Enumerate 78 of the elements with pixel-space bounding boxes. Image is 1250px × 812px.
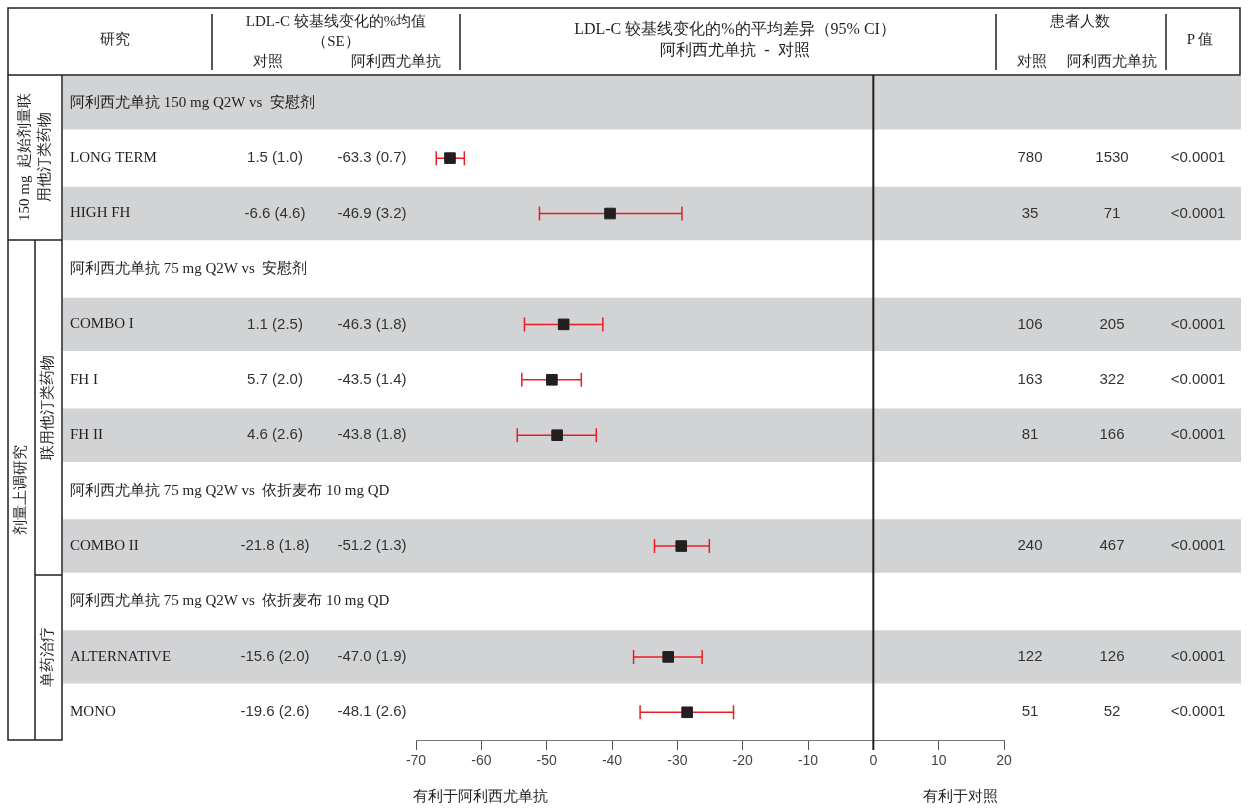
x-tick-label: -70 xyxy=(405,752,427,769)
text: -63.3 (0.7) xyxy=(337,148,407,166)
text: 35 xyxy=(1021,203,1039,221)
text: <0.0001 xyxy=(1170,702,1226,720)
text: 5.7 (2.0) xyxy=(247,369,303,387)
x-tick-label: 0 xyxy=(869,752,878,769)
y-tick-label: ALTERNATIVE xyxy=(70,647,172,664)
x-tick-label: -60 xyxy=(471,752,492,769)
chart-title: LDL-C 较基线变化的%的平均差异（95% CI） xyxy=(574,20,896,38)
text: 有利于阿利西尤单抗 xyxy=(412,787,548,804)
y-tick-label: COMBO II xyxy=(70,536,139,553)
text: <0.0001 xyxy=(1170,536,1226,554)
x-tick-label: -40 xyxy=(601,752,623,769)
text: -47.0 (1.9) xyxy=(337,647,407,665)
text: 单药治疗 xyxy=(38,627,55,687)
text: -43.5 (1.4) xyxy=(337,369,407,387)
text: -46.3 (1.8) xyxy=(337,314,407,332)
text: 322 xyxy=(1099,369,1125,387)
text: -19.6 (2.6) xyxy=(240,702,310,720)
text: 126 xyxy=(1099,647,1125,665)
y-tick-label: 阿利西尤单抗 75 mg Q2W vs 安慰剂 xyxy=(70,259,308,276)
text: 1.1 (2.5) xyxy=(247,314,303,332)
text: -6.6 (4.6) xyxy=(244,203,306,221)
x-tick-label: -50 xyxy=(536,752,557,769)
y-tick-label: 阿利西尤单抗 75 mg Q2W vs 依折麦布 10 mg QD xyxy=(70,481,390,498)
text: 780 xyxy=(1017,148,1043,166)
text: 122 xyxy=(1017,647,1043,665)
y-tick-label: 阿利西尤单抗 75 mg Q2W vs 依折麦布 10 mg QD xyxy=(70,592,390,609)
text: <0.0001 xyxy=(1170,203,1226,221)
chart-subtitle: 阿利西尤单抗 - 对照 xyxy=(660,41,810,59)
y-tick-label: HIGH FH xyxy=(70,204,131,221)
y-tick-label: LONG TERM xyxy=(70,149,157,166)
text: 106 xyxy=(1017,314,1043,332)
text: LDL-C 较基线变化的%均值（SE） xyxy=(245,12,427,49)
x-tick-label: 20 xyxy=(996,752,1012,769)
text: -15.6 (2.0) xyxy=(240,647,310,665)
text: 对照 xyxy=(253,52,283,69)
x-tick-label: 10 xyxy=(930,752,947,769)
text: -51.2 (1.3) xyxy=(337,536,407,554)
text: <0.0001 xyxy=(1170,314,1226,332)
text: <0.0001 xyxy=(1170,148,1226,166)
x-tick-label: -20 xyxy=(732,752,753,769)
text: 1530 xyxy=(1095,148,1129,166)
text: 患者人数 xyxy=(1049,12,1110,29)
y-tick-label: FH I xyxy=(70,370,98,387)
text: 166 xyxy=(1099,425,1125,443)
text: 1.5 (1.0) xyxy=(247,148,303,166)
text: <0.0001 xyxy=(1170,647,1226,665)
text: 对照 xyxy=(1017,52,1047,69)
text: <0.0001 xyxy=(1170,369,1226,387)
text: 205 xyxy=(1099,314,1125,332)
text: 研究 xyxy=(100,30,130,47)
text: -21.8 (1.8) xyxy=(240,536,310,554)
text: 81 xyxy=(1021,425,1039,443)
x-tick-label: -10 xyxy=(797,752,819,769)
text: 有利于对照 xyxy=(922,787,998,804)
y-tick-label: MONO xyxy=(70,703,116,720)
text: 52 xyxy=(1103,702,1121,720)
text: P 值 xyxy=(1186,30,1214,47)
text: <0.0001 xyxy=(1170,425,1226,443)
text: -46.9 (3.2) xyxy=(337,203,407,221)
y-tick-label: FH II xyxy=(70,426,103,443)
text: 467 xyxy=(1099,536,1125,554)
text: 4.6 (2.6) xyxy=(247,425,303,443)
text: 剂量上调研究 xyxy=(11,445,28,535)
text: 150 mg 起始剂量联用他汀类药物 xyxy=(15,93,52,221)
y-tick-label: 阿利西尤单抗 150 mg Q2W vs 安慰剂 xyxy=(70,93,315,110)
text: 联用他汀类药物 xyxy=(38,354,55,460)
text: 阿利西尤单抗 xyxy=(1067,52,1157,69)
y-tick-label: COMBO I xyxy=(70,315,134,332)
text: -43.8 (1.8) xyxy=(337,425,407,443)
text: 阿利西尤单抗 xyxy=(351,52,441,69)
text: -48.1 (2.6) xyxy=(337,702,407,720)
text: 71 xyxy=(1103,203,1121,221)
text: 163 xyxy=(1017,369,1043,387)
text: 51 xyxy=(1021,702,1039,720)
x-tick-label: -30 xyxy=(667,752,688,769)
text: 240 xyxy=(1017,536,1043,554)
